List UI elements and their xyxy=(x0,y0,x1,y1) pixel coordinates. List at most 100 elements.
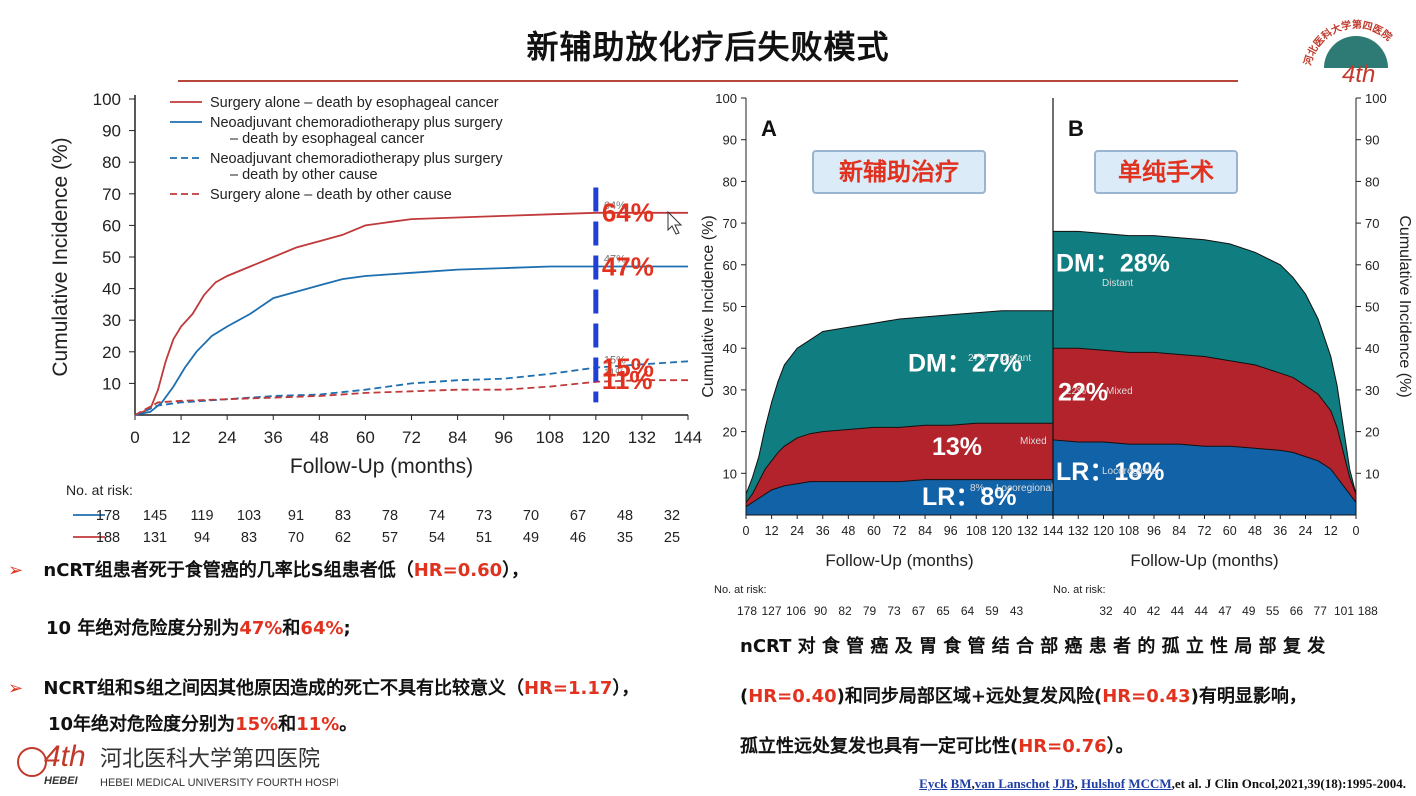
x-tick-label: 48 xyxy=(310,428,329,447)
series-line-1 xyxy=(134,265,688,416)
risk-value: 94 xyxy=(194,530,210,546)
x-tick-label: 84 xyxy=(1172,524,1186,538)
y-axis-title: Cumulative Incidence (%) xyxy=(49,137,72,376)
cursor-pointer-icon xyxy=(667,210,683,235)
small-area-label: Mixed xyxy=(1020,436,1047,447)
small-value-label: 15% xyxy=(604,355,626,367)
y-tick-label-left: 80 xyxy=(723,174,737,189)
small-area-label: Locoregional xyxy=(1102,466,1159,477)
logo-bottom-mark: 4th xyxy=(44,740,86,773)
page-title: 新辅助放化疗后失败模式 xyxy=(526,28,890,66)
risk-value: 48 xyxy=(617,508,633,524)
risk-value: 82 xyxy=(838,604,852,618)
series-line-3 xyxy=(134,379,688,416)
area-locoregional xyxy=(745,479,1054,516)
y-tick-label: 50 xyxy=(102,248,121,267)
y-tick-label: 20 xyxy=(102,343,121,362)
y-tick-label-right: 20 xyxy=(1365,425,1379,440)
x-tick-label: 72 xyxy=(893,524,907,538)
y-axis-title-right: Cumulative Incidence (%) xyxy=(1396,215,1413,397)
risk-value: 57 xyxy=(382,530,398,546)
risk-value: 47 xyxy=(1218,604,1232,618)
logo-bottom-cn: 河北医科大学第四医院 xyxy=(100,746,320,771)
small-area-label: 8% xyxy=(970,483,985,494)
y-tick-label: 40 xyxy=(102,280,121,299)
y-tick-label-right: 40 xyxy=(1365,341,1379,356)
x-tick-label: 0 xyxy=(1353,524,1360,538)
risk-title: No. at risk: xyxy=(714,584,767,596)
risk-value: 127 xyxy=(761,604,781,618)
panel-letter: A xyxy=(761,116,777,141)
annotation-label: 15% xyxy=(602,352,654,382)
right-text-line-3: 孤立性远处复发也具有一定可比性(HR=0.76）。 xyxy=(740,736,1134,757)
citation: Eyck BM,van Lanschot JJB, Hulshof MCCM,e… xyxy=(919,776,1406,791)
legend-label-3: Surgery alone – death by other cause xyxy=(210,187,452,203)
x-tick-label: 120 xyxy=(991,524,1012,538)
y-tick-label-right: 30 xyxy=(1365,383,1379,398)
risk-value: 188 xyxy=(96,530,120,546)
y-tick-label-left: 10 xyxy=(723,466,737,481)
x-axis-title: Follow-Up (months) xyxy=(290,455,473,478)
annotation-label: 47% xyxy=(602,251,654,281)
small-area-label: 27% xyxy=(968,353,988,364)
small-area-label: Distant xyxy=(1102,278,1133,289)
legend-label-1: Neoadjuvant chemoradiotherapy plus surge… xyxy=(210,115,503,131)
y-tick-label-right: 100 xyxy=(1365,91,1387,106)
x-tick-label: 84 xyxy=(918,524,932,538)
y-tick-label: 30 xyxy=(102,311,121,330)
risk-value: 49 xyxy=(523,530,539,546)
risk-value: 83 xyxy=(335,508,351,524)
bullet-1-cont: 10 年绝对危险度分别为47%和64%; xyxy=(46,618,351,639)
x-tick-label: 24 xyxy=(1299,524,1313,538)
y-tick-label: 70 xyxy=(102,185,121,204)
legend-label-2: Neoadjuvant chemoradiotherapy plus surge… xyxy=(210,151,503,167)
risk-value: 59 xyxy=(985,604,999,618)
annotation-label: 64% xyxy=(602,198,654,228)
risk-title: No. at risk: xyxy=(1053,584,1106,596)
small-area-label: Mixed xyxy=(1106,386,1133,397)
risk-value: 55 xyxy=(1266,604,1280,618)
risk-value: 91 xyxy=(288,508,304,524)
risk-value: 62 xyxy=(335,530,351,546)
logo-bottom-hebei: HEBEI xyxy=(44,775,79,787)
risk-value: 40 xyxy=(1123,604,1137,618)
area-value-label: DM：27% xyxy=(908,349,1022,377)
small-area-label: Distant xyxy=(1000,353,1031,364)
panel-a-tag: 新辅助治疗 xyxy=(812,150,986,194)
series-line-2 xyxy=(134,360,689,416)
risk-value: 188 xyxy=(1358,604,1378,618)
area-value-label: DM：28% xyxy=(1056,249,1170,277)
x-tick-label: 72 xyxy=(1198,524,1212,538)
x-tick-label: 120 xyxy=(1093,524,1114,538)
risk-value: 64 xyxy=(961,604,975,618)
risk-value: 32 xyxy=(1099,604,1113,618)
risk-value: 145 xyxy=(143,508,167,524)
y-axis-title-left: Cumulative Incidence (%) xyxy=(700,215,717,397)
risk-value: 51 xyxy=(476,530,492,546)
y-tick-label-left: 70 xyxy=(723,216,737,231)
y-tick-label-left: 100 xyxy=(715,91,737,106)
y-tick-label-left: 40 xyxy=(723,341,737,356)
logo-bottom-en: HEBEI MEDICAL UNIVERSITY FOURTH HOSPITAL xyxy=(100,777,338,789)
panel-letter: B xyxy=(1068,116,1084,141)
x-tick-label: 48 xyxy=(1248,524,1262,538)
x-axis-title: Follow-Up (months) xyxy=(825,551,973,570)
y-tick-label: 100 xyxy=(93,90,121,109)
risk-value: 131 xyxy=(143,530,167,546)
x-tick-label: 0 xyxy=(743,524,750,538)
x-tick-label: 96 xyxy=(944,524,958,538)
left-chart: 10 20 30 40 50 60 70 80 90 100 0 12 24 36 48 60 72 84 96 10… xyxy=(49,90,702,546)
area-locoregional xyxy=(1052,439,1357,516)
x-tick-label: 84 xyxy=(448,428,467,447)
y-tick-label-right: 90 xyxy=(1365,133,1379,148)
risk-value: 90 xyxy=(814,604,828,618)
risk-value: 106 xyxy=(786,604,806,618)
risk-value: 42 xyxy=(1147,604,1161,618)
x-tick-label: 108 xyxy=(966,524,987,538)
risk-value: 44 xyxy=(1171,604,1185,618)
legend-label-0: Surgery alone – death by esophageal canc… xyxy=(210,95,499,111)
risk-value: 103 xyxy=(237,508,261,524)
x-tick-label: 12 xyxy=(172,428,191,447)
risk-value: 74 xyxy=(429,508,445,524)
